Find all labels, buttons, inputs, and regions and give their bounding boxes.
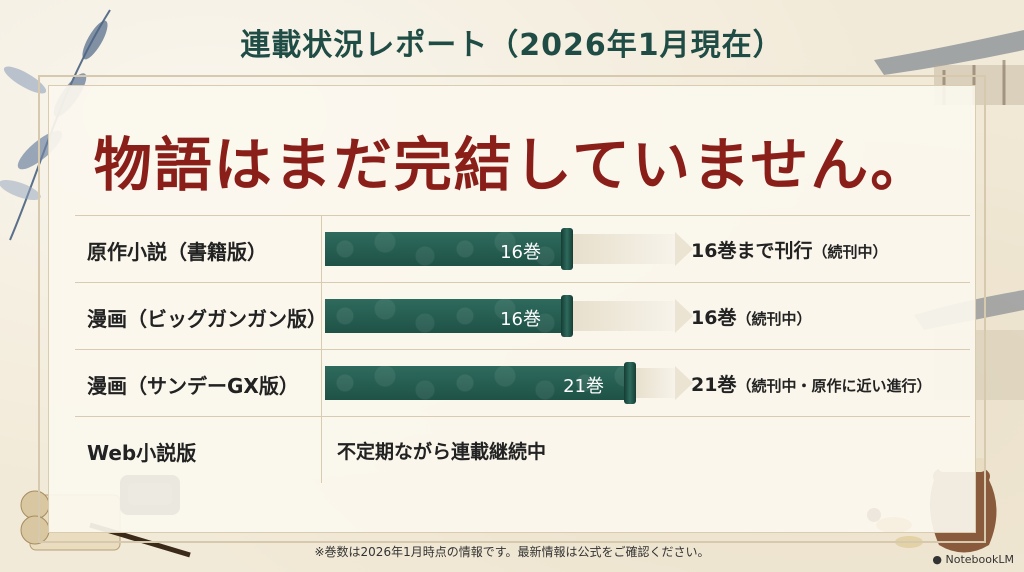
progress-arrow bbox=[675, 366, 693, 400]
brand-text: NotebookLM bbox=[945, 553, 1014, 566]
row-status: 不定期ながら連載継続中 bbox=[337, 441, 547, 463]
progress-bar: 16巻 bbox=[325, 295, 693, 337]
cloud-pattern bbox=[325, 232, 563, 266]
progress-fill: 16巻 bbox=[325, 299, 563, 333]
column-divider bbox=[321, 216, 322, 282]
row-label: 漫画（ビッグガンガン版） bbox=[87, 307, 327, 331]
row-status: 16巻まで刊行（続刊中） bbox=[691, 236, 887, 263]
table-row: 原作小説（書籍版） 16巻 16巻まで刊行（続刊中） bbox=[75, 215, 970, 282]
brand-label: ● NotebookLM bbox=[932, 553, 1014, 566]
progress-arrow bbox=[675, 299, 693, 333]
status-text: 21巻 bbox=[691, 374, 737, 396]
scroll-end-cap bbox=[624, 362, 636, 404]
progress-value: 16巻 bbox=[500, 309, 541, 330]
row-label: 原作小説（書籍版） bbox=[87, 240, 267, 264]
status-text: 16巻 bbox=[691, 307, 737, 329]
page-title: 連載状況レポート（2026年1月現在） bbox=[240, 28, 784, 63]
progress-bar: 16巻 bbox=[325, 228, 693, 270]
progress-remaining bbox=[634, 368, 675, 398]
cloud-pattern bbox=[325, 366, 626, 400]
column-divider bbox=[321, 350, 322, 416]
headline: 物語はまだ完結していません。 bbox=[93, 131, 931, 199]
progress-arrow bbox=[675, 232, 693, 266]
table-row: Web小説版 不定期ながら連載継続中 bbox=[75, 416, 970, 483]
column-divider bbox=[321, 283, 322, 349]
row-status: 21巻（続刊中・原作に近い進行） bbox=[691, 370, 931, 397]
footnote: ※巻数は2026年1月時点の情報です。最新情報は公式をご確認ください。 bbox=[314, 545, 710, 559]
row-label: Web小説版 bbox=[87, 441, 197, 465]
row-label: 漫画（サンデーGX版） bbox=[87, 374, 299, 398]
progress-fill: 16巻 bbox=[325, 232, 563, 266]
table-row: 漫画（ビッグガンガン版） 16巻 16巻（続刊中） bbox=[75, 282, 970, 349]
status-note: （続刊中） bbox=[812, 243, 888, 261]
progress-value: 16巻 bbox=[500, 242, 541, 263]
status-note: （続刊中・原作に近い進行） bbox=[736, 377, 932, 395]
progress-remaining bbox=[571, 301, 675, 331]
table-row: 漫画（サンデーGX版） 21巻 21巻（続刊中・原作に近い進行） bbox=[75, 349, 970, 416]
progress-bar: 21巻 bbox=[325, 362, 693, 404]
progress-remaining bbox=[571, 234, 675, 264]
status-note: （続刊中） bbox=[736, 310, 812, 328]
scroll-end-cap bbox=[561, 228, 573, 270]
outer-frame bbox=[38, 75, 986, 543]
status-text: 16巻まで刊行 bbox=[691, 240, 813, 262]
row-status: 16巻（続刊中） bbox=[691, 303, 811, 330]
cloud-pattern bbox=[325, 299, 563, 333]
status-table: 原作小説（書籍版） 16巻 16巻まで刊行（続刊中） 漫画（ビッグガンガン版） … bbox=[75, 215, 970, 483]
progress-fill: 21巻 bbox=[325, 366, 626, 400]
column-divider bbox=[321, 417, 322, 483]
progress-value: 21巻 bbox=[563, 376, 604, 397]
scroll-end-cap bbox=[561, 295, 573, 337]
